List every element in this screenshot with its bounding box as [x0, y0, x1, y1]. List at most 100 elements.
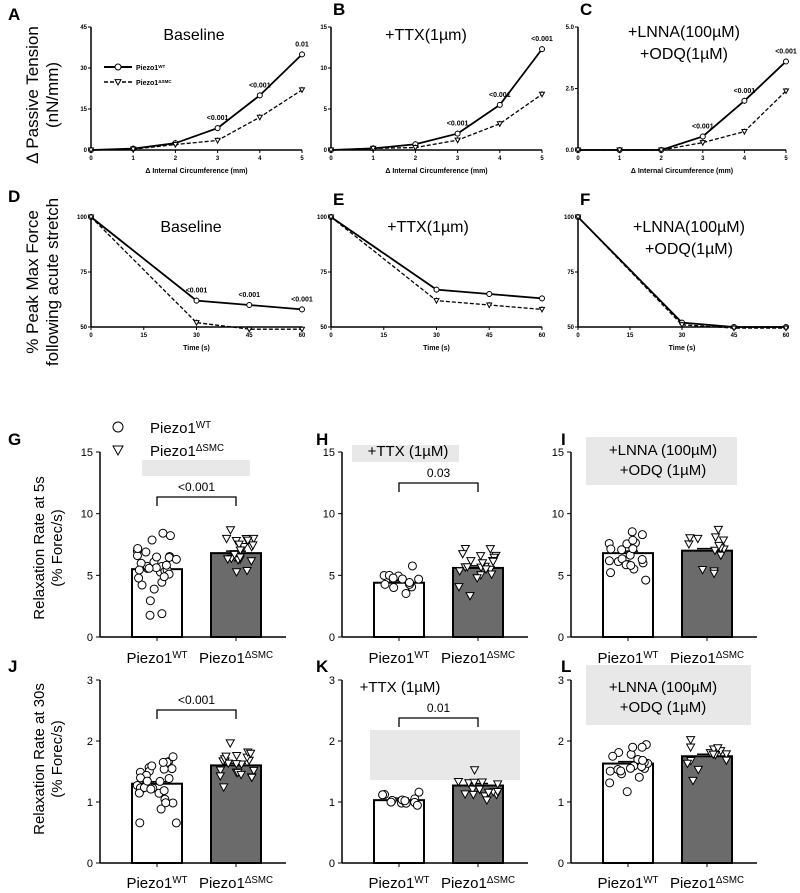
y-tick-label: 0 — [558, 632, 564, 644]
y-tick-label: 5.0 — [566, 25, 575, 31]
marker-triangle — [114, 79, 122, 87]
marker-circle — [539, 295, 545, 302]
panel-C: C 0 1 2 3 4 5 0.0 2.5 5.0 Δ Internal Circumference… — [566, 0, 797, 175]
legend-wt: Piezo1WT — [150, 420, 211, 438]
marker-triangle — [710, 533, 721, 543]
x-tick-label: 0 — [89, 333, 93, 339]
x-category-label: Piezo1WT — [368, 650, 429, 668]
marker-triangle — [223, 759, 234, 769]
y-tick-label: 1 — [558, 797, 564, 809]
y-tick-label: 0 — [84, 148, 88, 154]
marker-circle — [133, 544, 143, 554]
marker-triangle — [248, 766, 259, 776]
x-tick-label: 1 — [372, 156, 376, 162]
y-axis-title-line: (% Forec/s) — [49, 509, 66, 587]
marker-circle — [145, 610, 155, 620]
marker-circle — [159, 786, 169, 796]
marker-triangle — [574, 214, 582, 221]
marker-triangle — [574, 147, 582, 154]
p-value: <0.001 — [238, 292, 260, 299]
y-tick-label: 0 — [87, 858, 93, 870]
marker-triangle — [477, 559, 488, 568]
p-value: <0.001 — [734, 88, 756, 95]
marker-triangle — [477, 778, 488, 788]
marker-triangle — [692, 534, 703, 544]
legend-wt: Piezo1WT — [136, 64, 165, 73]
marker-circle — [299, 51, 305, 58]
y-tick-label: 1 — [329, 797, 335, 809]
marker-circle — [134, 788, 144, 798]
marker-triangle — [741, 129, 748, 136]
marker-triangle — [782, 88, 790, 95]
series-line-smc — [90, 89, 303, 151]
panel-label: F — [580, 190, 590, 209]
marker-triangle — [718, 536, 729, 546]
panel-label: B — [333, 0, 345, 19]
marker-circle — [144, 563, 154, 573]
y-axis-title-tension: Δ Passive Tension (nN/mm) — [23, 26, 62, 164]
marker-triangle — [714, 541, 724, 551]
significance-bracket — [156, 709, 237, 719]
y-tick-label: 30 — [80, 66, 87, 72]
y-tick-label: 1 — [87, 797, 93, 809]
marker-circle — [161, 560, 171, 570]
marker-triangle — [488, 557, 498, 567]
marker-circle — [404, 578, 414, 588]
p-value: <0.001 — [447, 121, 469, 128]
marker-circle — [389, 583, 399, 593]
y-tick-label: 15 — [80, 107, 87, 113]
x-tick-label: 30 — [433, 333, 440, 339]
panel-title: Baseline — [163, 27, 224, 44]
marker-circle — [433, 286, 440, 293]
significance-bracket — [398, 717, 479, 727]
marker-triangle — [87, 147, 95, 154]
x-category-label: Piezo1ΔSMC — [670, 875, 744, 893]
p-value: <0.001 — [291, 296, 313, 303]
y-tick-label: 75 — [80, 270, 87, 276]
panel-title: +LNNA(100µM) — [628, 24, 740, 41]
p-value: <0.001 — [178, 693, 215, 707]
x-axis-title: Δ Internal Circumference (mm) — [631, 168, 733, 175]
series-line-wt — [577, 216, 786, 328]
marker-triangle — [236, 770, 246, 780]
marker-triangle — [460, 544, 471, 554]
marker-circle — [604, 556, 614, 566]
marker-triangle — [474, 785, 485, 795]
panel-title: +ODQ (1µM) — [620, 462, 707, 479]
y-axis-title-rate30: Relaxation Rate at 30s (% Forec/s) — [31, 683, 66, 835]
bar-smc — [452, 784, 504, 865]
marker-triangle — [454, 583, 464, 592]
p-value: <0.001 — [207, 115, 229, 122]
marker-triangle — [246, 557, 257, 566]
panel-title: Baseline — [160, 219, 221, 236]
marker-triangle — [433, 298, 440, 305]
y-axis-title-line: following acute stretch — [43, 198, 62, 366]
marker-triangle — [454, 137, 461, 144]
marker-triangle — [412, 145, 419, 152]
marker-triangle — [538, 306, 546, 313]
x-tick-label: 0 — [329, 333, 333, 339]
p-value: 0.03 — [427, 466, 451, 480]
series-line-wt — [90, 53, 303, 151]
x-tick-label: 5 — [540, 156, 544, 162]
marker-triangle — [215, 772, 226, 782]
marker-circle — [159, 572, 169, 582]
panel-title: +LNNA (100µM) — [609, 442, 717, 459]
panel-H: H 0 5 10 15 Piezo1WT Piezo1ΔSMC 0.03 +TTX (1µM) — [316, 430, 528, 667]
marker-triangle — [485, 545, 496, 554]
marker-circle — [193, 297, 200, 304]
x-tick-label: 45 — [246, 333, 253, 339]
marker-triangle — [214, 137, 221, 144]
marker-triangle — [231, 751, 242, 761]
marker-triangle — [713, 525, 724, 535]
bar-smc — [681, 755, 733, 864]
marker-circle — [625, 763, 635, 773]
marker-circle — [486, 291, 493, 297]
panel-title: +ODQ(1µM) — [640, 46, 728, 63]
panel-label: J — [8, 657, 17, 676]
bar-legend: Piezo1WT Piezo1ΔSMC — [112, 420, 224, 460]
y-axis-title-line: (nN/mm) — [43, 62, 62, 128]
y-tick-label: 75 — [320, 270, 327, 276]
marker-triangle — [454, 567, 465, 577]
